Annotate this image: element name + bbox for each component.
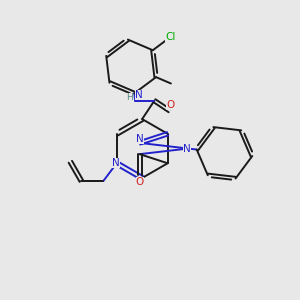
Text: N: N [135,90,142,100]
Text: N: N [184,143,191,154]
Text: N: N [136,134,144,144]
Text: H: H [127,93,133,102]
Text: O: O [166,100,174,110]
Text: N: N [112,158,120,168]
Text: O: O [136,177,144,187]
Text: Cl: Cl [165,32,176,42]
